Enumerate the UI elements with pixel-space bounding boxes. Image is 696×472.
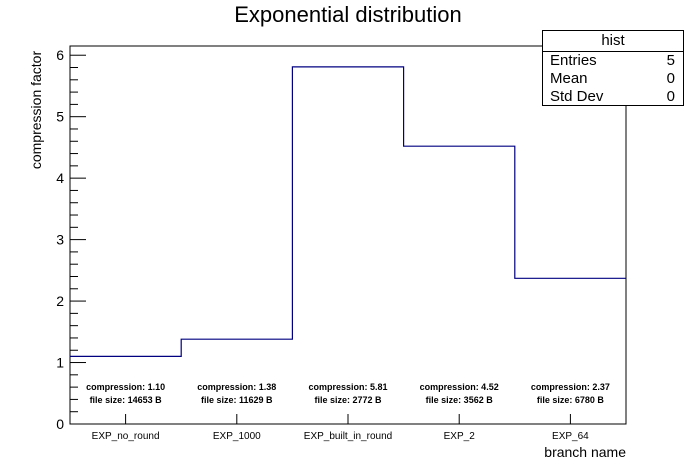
x-tick-label: EXP_2 bbox=[444, 431, 476, 442]
x-tick-label: EXP_1000 bbox=[213, 431, 261, 442]
compression-label: compression: 1.38 bbox=[197, 382, 276, 392]
file-size-label: file size: 6780 B bbox=[537, 395, 605, 405]
x-axis-label: branch name bbox=[544, 444, 626, 460]
compression-label: compression: 4.52 bbox=[420, 382, 499, 392]
y-tick-label: 3 bbox=[56, 232, 64, 248]
stats-value: 0 bbox=[666, 70, 675, 87]
y-tick-label: 1 bbox=[56, 355, 64, 371]
stats-value: 0 bbox=[666, 88, 675, 105]
y-tick-label: 6 bbox=[56, 47, 64, 63]
compression-label: compression: 1.10 bbox=[86, 382, 165, 392]
stats-row-mean: Mean 0 bbox=[543, 70, 683, 88]
compression-label: compression: 5.81 bbox=[308, 382, 387, 392]
stats-label: Entries bbox=[550, 52, 597, 69]
chart-title: Exponential distribution bbox=[234, 2, 461, 27]
y-tick-label: 2 bbox=[56, 293, 64, 309]
x-tick-label: EXP_built_in_round bbox=[304, 431, 392, 442]
x-tick-label: EXP_no_round bbox=[92, 431, 160, 442]
file-size-label: file size: 2772 B bbox=[314, 395, 382, 405]
y-tick-label: 5 bbox=[56, 109, 64, 125]
histogram-line bbox=[70, 66, 626, 357]
stats-row-stddev: Std Dev 0 bbox=[543, 88, 683, 106]
bin-annotations: compression: 1.10 file size: 14653 B compr… bbox=[86, 382, 610, 405]
x-axis-ticks: EXP_no_round EXP_1000 EXP_built_in_round EX… bbox=[92, 414, 589, 442]
compression-label: compression: 2.37 bbox=[531, 382, 610, 392]
stats-box: hist Entries 5 Mean 0 Std Dev 0 bbox=[542, 30, 684, 106]
file-size-label: file size: 14653 B bbox=[90, 395, 163, 405]
file-size-label: file size: 11629 B bbox=[201, 395, 273, 405]
y-axis-ticks: 0 1 2 3 4 5 6 bbox=[56, 47, 86, 432]
stats-row-entries: Entries 5 bbox=[543, 52, 683, 70]
y-tick-label: 0 bbox=[56, 416, 64, 432]
y-axis-label: compression factor bbox=[28, 51, 44, 170]
file-size-label: file size: 3562 B bbox=[426, 395, 494, 405]
stats-value: 5 bbox=[666, 52, 675, 69]
y-tick-label: 4 bbox=[56, 170, 64, 186]
stats-label: Std Dev bbox=[550, 88, 604, 105]
stats-title: hist bbox=[543, 31, 683, 52]
stats-label: Mean bbox=[550, 70, 588, 87]
x-tick-label: EXP_64 bbox=[552, 431, 589, 442]
